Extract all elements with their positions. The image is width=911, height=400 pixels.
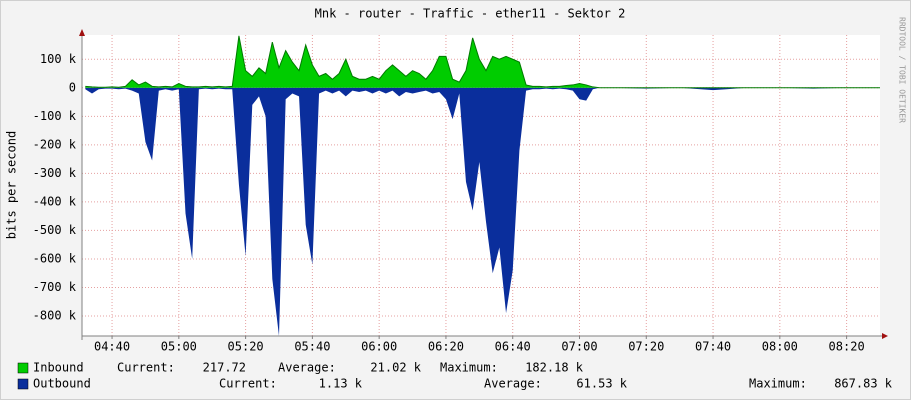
x-tick-label: 05:40 <box>294 340 330 354</box>
y-tick-label: -800 k <box>33 309 77 323</box>
y-tick-label: -300 k <box>33 166 77 180</box>
y-tick-label: 100 k <box>40 52 77 66</box>
legend-label: Inbound <box>33 361 84 375</box>
y-tick-label: -600 k <box>33 251 77 265</box>
x-axis-arrow <box>882 333 888 339</box>
legend-stat-label: Average: <box>278 361 336 375</box>
legend-stat-value: 867.83 k <box>834 377 893 391</box>
x-tick-label: 08:20 <box>829 340 865 354</box>
x-tick-label: 08:00 <box>762 340 798 354</box>
x-tick-label: 04:40 <box>94 340 130 354</box>
legend-swatch <box>17 362 29 374</box>
y-axis-label: bits per second <box>5 131 19 239</box>
legend-stat-label: Current: <box>219 377 277 391</box>
x-tick-label: 06:20 <box>428 340 464 354</box>
y-axis-arrow <box>79 29 85 36</box>
y-tick-label: -500 k <box>33 223 77 237</box>
x-tick-label: 07:20 <box>628 340 664 354</box>
x-tick-label: 07:40 <box>695 340 731 354</box>
legend-stat-value: 21.02 k <box>370 361 421 375</box>
area-inbound <box>85 35 880 88</box>
x-tick-label: 06:00 <box>361 340 397 354</box>
legend-stat-value: 61.53 k <box>576 377 627 391</box>
legend-stat-value: 182.18 k <box>525 361 584 375</box>
watermark: RRDTOOL / TOBI OETIKER <box>898 17 907 123</box>
legend-stat-label: Current: <box>117 361 175 375</box>
legend-swatch <box>17 378 29 390</box>
x-tick-label: 07:00 <box>561 340 597 354</box>
legend-label: Outbound <box>33 377 91 391</box>
y-tick-label: -700 k <box>33 280 77 294</box>
chart-title: Mnk - router - Traffic - ether11 - Sekto… <box>315 7 626 21</box>
legend-stat-value: 1.13 k <box>319 377 363 391</box>
y-tick-label: -200 k <box>33 137 77 151</box>
line-inbound <box>85 35 880 89</box>
x-tick-label: 05:00 <box>161 340 197 354</box>
x-tick-label: 05:20 <box>228 340 264 354</box>
legend-stat-value: 217.72 <box>203 361 246 375</box>
y-tick-label: 0 <box>69 80 76 94</box>
x-tick-label: 06:40 <box>495 340 531 354</box>
legend-stat-label: Maximum: <box>749 377 807 391</box>
legend-stat-label: Average: <box>484 377 542 391</box>
y-tick-label: -400 k <box>33 194 77 208</box>
y-tick-label: -100 k <box>33 109 77 123</box>
legend-stat-label: Maximum: <box>440 361 498 375</box>
area-outbound <box>85 87 880 337</box>
